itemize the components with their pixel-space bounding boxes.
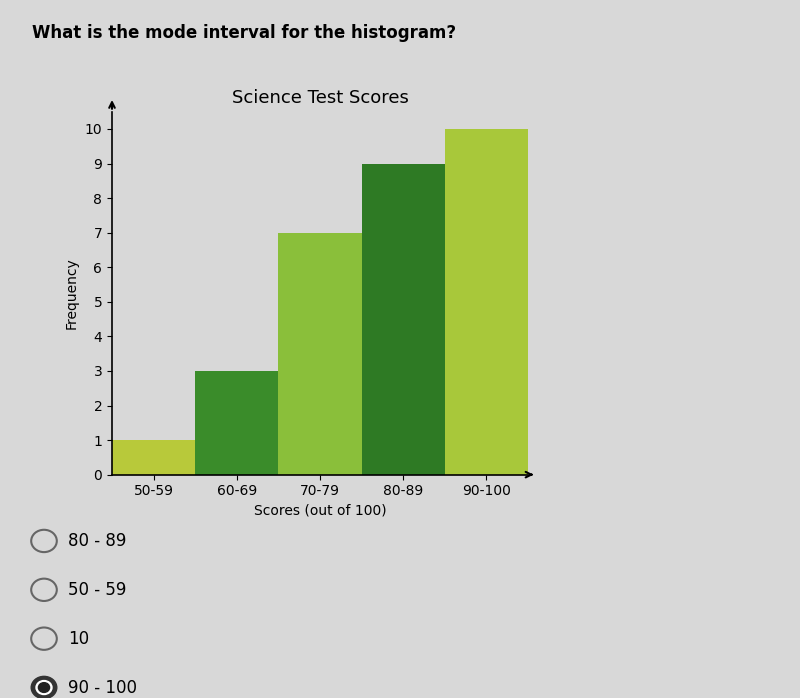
Title: Science Test Scores: Science Test Scores bbox=[231, 89, 409, 107]
Text: 90 - 100: 90 - 100 bbox=[68, 678, 137, 697]
Bar bbox=[112, 440, 195, 475]
Bar bbox=[195, 371, 278, 475]
Bar bbox=[278, 232, 362, 475]
Y-axis label: Frequency: Frequency bbox=[65, 258, 79, 329]
X-axis label: Scores (out of 100): Scores (out of 100) bbox=[254, 504, 386, 518]
Text: What is the mode interval for the histogram?: What is the mode interval for the histog… bbox=[32, 24, 456, 43]
Text: 50 - 59: 50 - 59 bbox=[68, 581, 126, 599]
Text: 80 - 89: 80 - 89 bbox=[68, 532, 126, 550]
Text: 10: 10 bbox=[68, 630, 89, 648]
Bar bbox=[362, 163, 445, 475]
Bar bbox=[445, 129, 528, 475]
